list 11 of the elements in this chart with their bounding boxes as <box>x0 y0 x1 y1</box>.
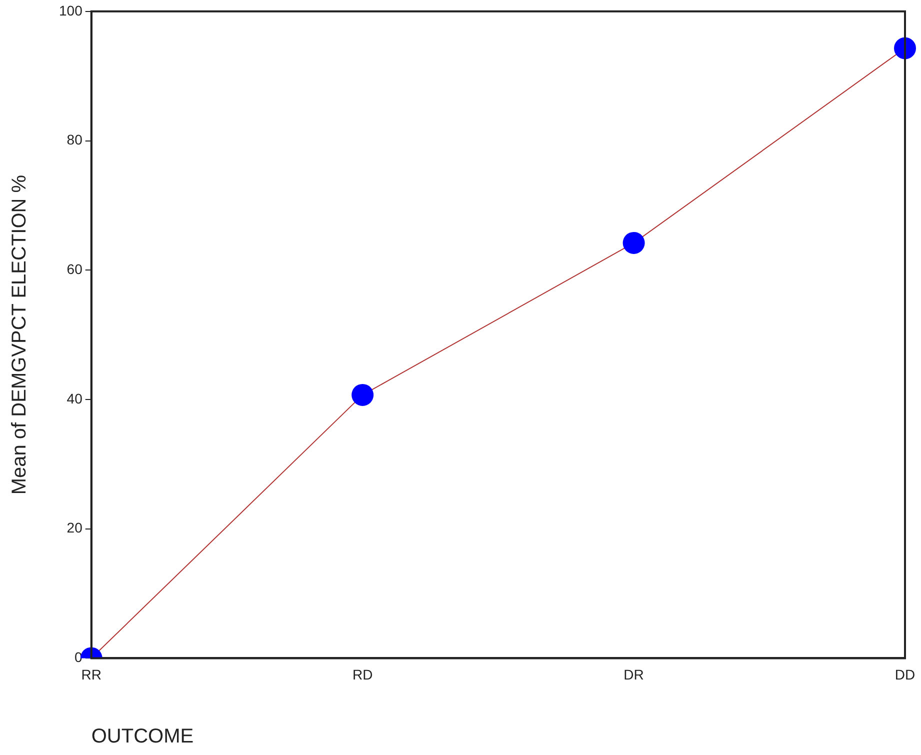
x-tick-label: DD <box>894 666 916 682</box>
x-tick-label: RR <box>81 666 102 682</box>
x-tick-label: RD <box>352 666 373 682</box>
x-tick-label: DR <box>624 666 644 682</box>
y-tick-label: 80 <box>66 132 83 148</box>
y-tick-label: 100 <box>59 2 83 18</box>
y-tick-label: 40 <box>66 390 83 406</box>
y-axis-title: Mean of DEMGVPCT ELECTION % <box>8 174 31 495</box>
y-tick-label: 60 <box>66 260 83 277</box>
y-tick-label: 20 <box>66 520 83 536</box>
x-axis-title: OUTCOME <box>91 726 194 748</box>
